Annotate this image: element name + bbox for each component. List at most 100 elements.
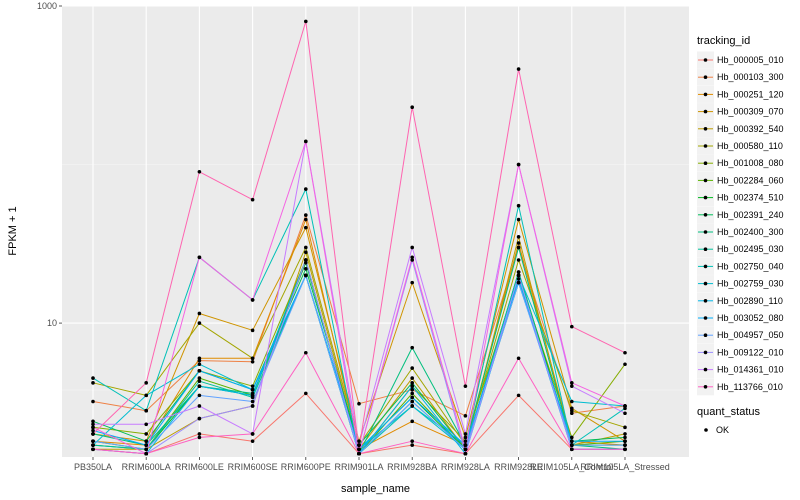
legend-key-point — [703, 144, 708, 148]
data-point — [516, 241, 521, 245]
data-point — [623, 432, 627, 436]
legend-key-point — [703, 333, 708, 338]
x-tick-label: RRIM600LA — [122, 462, 171, 472]
data-point — [91, 432, 95, 436]
data-point — [516, 67, 521, 71]
legend-key-point — [703, 385, 708, 389]
data-point — [516, 280, 521, 285]
legend-label: Hb_000309_070 — [717, 107, 784, 117]
legend-key-point — [703, 350, 708, 355]
data-point — [144, 443, 148, 447]
legend-label: Hb_003052_080 — [717, 313, 784, 323]
data-point — [410, 105, 415, 109]
data-point — [463, 451, 468, 456]
legend-label: Hb_000005_010 — [717, 55, 784, 65]
legend-label: Hb_000580_110 — [717, 141, 783, 151]
x-tick-label: RRIM901LA — [334, 462, 383, 472]
status-legend-key — [704, 428, 708, 432]
data-point — [197, 255, 202, 260]
data-point — [197, 435, 202, 440]
data-point — [623, 443, 627, 447]
data-point — [410, 443, 415, 447]
legend-label: Hb_002400_300 — [717, 227, 784, 237]
data-point — [91, 419, 95, 424]
x-tick-label: RRIM928LE — [494, 462, 543, 472]
data-point — [197, 356, 202, 361]
data-point — [463, 435, 468, 440]
data-point — [623, 411, 627, 416]
data-point — [91, 447, 95, 452]
data-point — [144, 439, 148, 443]
data-point — [410, 387, 415, 392]
legend-label: Hb_001008_080 — [717, 158, 784, 168]
x-axis: PB350LA RRIM600LA RRIM600LE RRIM600SE RRIM60… — [74, 457, 670, 472]
data-point — [250, 359, 255, 364]
x-tick-label: RRIM600LE — [175, 462, 224, 472]
data-point — [516, 273, 521, 278]
data-point — [570, 435, 574, 440]
data-point — [91, 439, 95, 443]
data-point — [570, 447, 574, 452]
data-point — [357, 447, 361, 452]
legend-key-point — [703, 316, 708, 320]
data-point — [304, 273, 308, 278]
data-point — [197, 384, 202, 388]
data-point — [91, 376, 95, 380]
data-point — [250, 298, 255, 302]
x-tick-label: RRIM105LA_Control — [530, 462, 613, 472]
legend-key-point — [703, 281, 708, 286]
data-point — [410, 419, 415, 424]
data-point — [463, 432, 468, 436]
legend-key-point — [703, 75, 708, 79]
data-point — [516, 277, 521, 281]
legend-key-point — [703, 247, 708, 251]
data-point — [144, 381, 148, 385]
y-tick-label: 10 — [47, 318, 57, 328]
data-point — [197, 321, 202, 325]
legend-key-point — [703, 58, 708, 62]
legend: tracking_id Hb_000005_010 Hb_000103_300 Hb… — [697, 35, 784, 435]
data-point — [516, 217, 521, 222]
data-point — [623, 435, 627, 440]
data-point — [250, 356, 255, 361]
data-point — [250, 404, 255, 408]
legend-key-point — [703, 230, 708, 234]
legend-label: Hb_014361_010 — [717, 365, 784, 375]
legend-label: Hb_002750_040 — [717, 261, 784, 271]
legend-label: Hb_002391_240 — [717, 210, 784, 220]
data-point — [410, 399, 415, 404]
x-tick-label: RRIM105LA_Stressed — [580, 462, 670, 472]
data-point — [304, 245, 308, 250]
data-point — [144, 447, 148, 452]
legend-key-point — [703, 161, 708, 165]
status-legend-title: quant_status — [697, 406, 760, 418]
data-point — [463, 414, 468, 418]
legend-label: Hb_000251_120 — [717, 89, 784, 99]
data-point — [144, 432, 148, 436]
x-tick-label: RRIM600SE — [228, 462, 278, 472]
data-point — [304, 250, 308, 254]
data-point — [570, 439, 574, 443]
data-point — [570, 443, 574, 447]
data-point — [410, 366, 415, 370]
data-point — [516, 162, 521, 167]
legend-key-point — [703, 127, 708, 131]
data-point — [197, 369, 202, 373]
legend-label: Hb_113766_010 — [717, 382, 783, 392]
legend-label: Hb_000103_300 — [717, 72, 784, 82]
legend-label: Hb_000392_540 — [717, 124, 784, 134]
data-point — [463, 384, 468, 388]
legend-key-point — [703, 109, 708, 114]
data-point — [197, 393, 202, 398]
legend-key-point — [703, 195, 708, 200]
legend-key-point — [703, 213, 708, 217]
data-point — [410, 381, 415, 385]
data-point — [197, 404, 202, 408]
data-point — [304, 350, 308, 355]
data-point — [197, 379, 202, 383]
data-point — [144, 393, 148, 398]
data-point — [516, 258, 521, 262]
data-point — [410, 345, 415, 350]
data-point — [304, 258, 308, 262]
